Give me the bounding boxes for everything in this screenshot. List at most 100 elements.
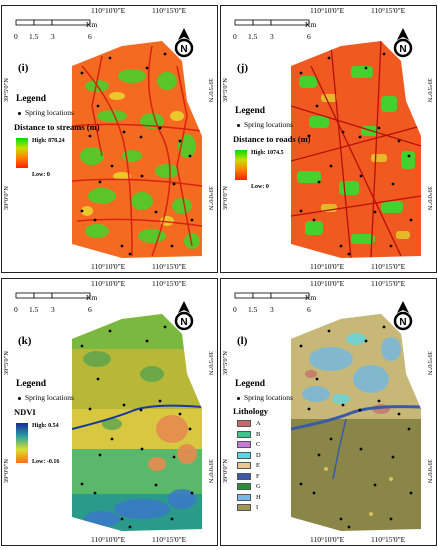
scale-tick-2: 3 bbox=[51, 305, 55, 314]
lithology-class-b: B bbox=[237, 431, 260, 438]
lon-label-right-bottom: 110°15'0"E bbox=[371, 262, 406, 271]
lat-label-top-right: 39°5'0"N bbox=[207, 78, 214, 103]
svg-text:N: N bbox=[180, 44, 187, 55]
scale-tick-3: 6 bbox=[88, 305, 92, 314]
lithology-class-label: F bbox=[256, 472, 260, 480]
lithology-swatch bbox=[237, 441, 251, 449]
lithology-class-f: F bbox=[237, 473, 260, 480]
lithology-swatch bbox=[237, 504, 251, 512]
spring-dot-icon bbox=[18, 111, 21, 115]
scale-bar bbox=[234, 292, 310, 299]
lon-label-left: 110°10'0"E bbox=[310, 6, 345, 15]
color-ramp bbox=[16, 138, 28, 168]
scale-tick-0: 0 bbox=[14, 32, 18, 41]
lithology-class-label: C bbox=[256, 441, 261, 448]
map-distance-roads bbox=[291, 41, 421, 258]
north-arrow-icon: N bbox=[393, 301, 413, 331]
spring-dot-icon bbox=[18, 396, 21, 400]
panel-label: (k) bbox=[18, 335, 32, 347]
lon-label-right-bottom: 110°15'0"E bbox=[152, 262, 187, 271]
svg-text:N: N bbox=[180, 317, 187, 328]
north-arrow-icon: N bbox=[174, 301, 194, 331]
scale-tick-1: 1.5 bbox=[29, 32, 39, 41]
color-ramp bbox=[235, 150, 247, 180]
scale-tick-1: 1.5 bbox=[248, 32, 258, 41]
ramp-low-label: Low: -0.16 bbox=[32, 459, 60, 465]
lon-label-right: 110°15'0"E bbox=[152, 6, 187, 15]
lithology-swatch bbox=[237, 420, 251, 428]
lithology-swatch bbox=[237, 451, 251, 459]
lon-label-left: 110°10'0"E bbox=[310, 279, 345, 288]
scale-tick-3: 6 bbox=[88, 32, 92, 41]
svg-text:N: N bbox=[399, 317, 406, 328]
lithology-class-d: D bbox=[237, 452, 261, 459]
scale-bar bbox=[234, 19, 310, 26]
lon-label-right: 110°15'0"E bbox=[371, 6, 406, 15]
lithology-class-label: A bbox=[256, 420, 261, 427]
lon-label-right-bottom: 110°15'0"E bbox=[371, 535, 406, 544]
lon-label-left-bottom: 110°10'0"E bbox=[310, 262, 345, 271]
ramp-high-label: High: 1074.5 bbox=[251, 150, 284, 156]
scale-bar bbox=[15, 19, 91, 26]
ramp-low-label: Low: 0 bbox=[251, 184, 269, 190]
scale-tick-0: 0 bbox=[14, 305, 18, 314]
legend-title: Legend bbox=[235, 379, 266, 389]
lon-label-left-bottom: 110°10'0"E bbox=[91, 535, 126, 544]
scale-bar bbox=[15, 292, 91, 299]
lithology-class-a: A bbox=[237, 420, 261, 428]
scale-tick-2: 3 bbox=[270, 32, 274, 41]
lat-label-top-right: 39°5'0"N bbox=[426, 351, 433, 376]
lithology-swatch bbox=[237, 430, 251, 438]
panel-label: (i) bbox=[18, 62, 29, 74]
spring-dot-icon bbox=[237, 396, 240, 400]
ramp-low-label: Low: 0 bbox=[32, 172, 50, 178]
scale-unit: Km bbox=[305, 20, 317, 29]
scale-unit: Km bbox=[305, 293, 317, 302]
lat-label-bottom-right: 39°0'0"N bbox=[207, 186, 214, 211]
lat-label-bottom-right: 39°0'0"N bbox=[426, 459, 433, 484]
lithology-class-h: H bbox=[237, 494, 261, 501]
scale-tick-3: 6 bbox=[307, 305, 311, 314]
lon-label-left-bottom: 110°10'0"E bbox=[91, 262, 126, 271]
map-panel-k: 110°10'0"E 110°15'0"E 110°10'0"E 110°15'… bbox=[1, 278, 218, 546]
lithology-class-label: E bbox=[256, 462, 260, 469]
ramp-high-label: High: 878.24 bbox=[32, 138, 65, 144]
layer-title: Lithology bbox=[233, 406, 268, 416]
layer-title: Distance to roads (m) bbox=[233, 134, 311, 144]
lon-label-right: 110°15'0"E bbox=[152, 279, 187, 288]
lithology-class-i: I bbox=[237, 504, 259, 512]
lithology-swatch bbox=[237, 472, 251, 480]
legend-title: Legend bbox=[16, 379, 47, 389]
scale-tick-1: 1.5 bbox=[29, 305, 39, 314]
lithology-class-label: I bbox=[256, 504, 259, 511]
legend-spring-locations: Spring locations bbox=[18, 393, 74, 402]
legend-title: Legend bbox=[235, 106, 266, 116]
lithology-class-label: H bbox=[256, 493, 261, 501]
scale-tick-1: 1.5 bbox=[248, 305, 258, 314]
lat-label-bottom-right: 39°0'0"N bbox=[426, 186, 433, 211]
lat-label-top-right: 39°5'0"N bbox=[426, 78, 433, 103]
svg-text:N: N bbox=[399, 44, 406, 55]
lon-label-left: 110°10'0"E bbox=[91, 6, 126, 15]
lithology-swatch bbox=[237, 493, 251, 501]
scale-tick-2: 3 bbox=[51, 32, 55, 41]
panel-label: (j) bbox=[237, 62, 248, 74]
ramp-high-label: High: 0.54 bbox=[32, 423, 59, 429]
scale-tick-2: 3 bbox=[270, 305, 274, 314]
scale-tick-0: 0 bbox=[233, 305, 237, 314]
lithology-class-e: E bbox=[237, 462, 260, 470]
north-arrow-icon: N bbox=[174, 28, 194, 58]
lon-label-left: 110°10'0"E bbox=[91, 279, 126, 288]
map-panel-j: 110°10'0"E 110°15'0"E 110°10'0"E 110°15'… bbox=[220, 5, 437, 273]
lat-label-bottom-right: 39°0'0"N bbox=[207, 459, 214, 484]
lithology-class-label: D bbox=[256, 451, 261, 459]
scale-tick-0: 0 bbox=[233, 32, 237, 41]
legend-spring-locations: Spring locations bbox=[237, 393, 293, 402]
legend-spring-locations: Spring locations bbox=[18, 108, 74, 117]
color-ramp bbox=[16, 423, 28, 463]
scale-tick-3: 6 bbox=[307, 32, 311, 41]
scale-unit: Km bbox=[86, 20, 98, 29]
map-distance-streams bbox=[72, 41, 202, 258]
scale-unit: Km bbox=[86, 293, 98, 302]
map-lithology bbox=[291, 314, 421, 531]
